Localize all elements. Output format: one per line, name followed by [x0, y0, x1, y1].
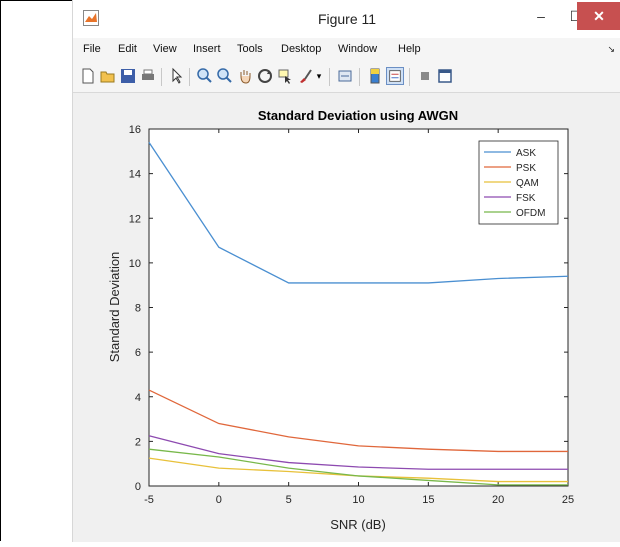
toolbar-separator [409, 68, 410, 86]
series-line-fsk[interactable] [148, 435, 568, 470]
y-tick-label: 4 [135, 392, 141, 404]
legend-label-psk: PSK [516, 163, 536, 174]
save-icon[interactable] [119, 67, 137, 85]
x-tick-label: 15 [422, 494, 434, 506]
menu-edit[interactable]: Edit [118, 43, 137, 55]
hide-plot-tools-icon[interactable] [416, 67, 434, 85]
menubar-overflow-icon[interactable]: ↘ [607, 44, 615, 54]
legend-label-ofdm: OFDM [516, 208, 545, 219]
series-lines [148, 142, 569, 486]
menu-desktop[interactable]: Desktop [281, 43, 322, 55]
brush-icon[interactable] [296, 67, 314, 85]
window-title: Figure 11 [317, 11, 377, 27]
link-icon[interactable] [336, 67, 354, 85]
line-chart: Standard Deviation using AWGN -5 0 5 10 15 20… [107, 108, 574, 532]
y-tick-label: 8 [135, 303, 141, 315]
zoom-in-icon[interactable] [196, 67, 214, 85]
data-cursor-icon[interactable] [276, 67, 294, 85]
menu-help[interactable]: Help [398, 43, 421, 55]
title-bar[interactable]: Figure 11 – ☐ ✕ [73, 0, 620, 38]
figure-toolbar: ▾ [73, 62, 620, 93]
open-file-icon[interactable] [99, 67, 117, 85]
menu-file[interactable]: File [83, 43, 101, 55]
toolbar-separator [359, 68, 360, 86]
chart-title: Standard Deviation using AWGN [258, 108, 458, 123]
x-tick-label: 25 [562, 494, 574, 506]
toolbar-separator [161, 68, 162, 86]
menu-view[interactable]: View [153, 43, 177, 55]
x-axis-label: SNR (dB) [330, 517, 386, 532]
series-line-ask[interactable] [148, 142, 569, 284]
y-tick-label: 10 [129, 258, 141, 270]
colorbar-icon[interactable] [366, 67, 384, 85]
close-button[interactable]: ✕ [577, 2, 620, 30]
toolbar-separator [329, 68, 330, 86]
brush-dropdown-icon[interactable]: ▾ [316, 70, 322, 81]
legend-label-qam: QAM [516, 178, 539, 189]
y-tick-label: 0 [135, 481, 141, 493]
x-tick-label: 10 [352, 494, 364, 506]
pointer-icon[interactable] [168, 67, 186, 85]
y-tick-label: 16 [129, 124, 141, 136]
series-line-ofdm[interactable] [148, 448, 568, 486]
legend-label-ask: ASK [516, 148, 536, 159]
zoom-out-icon[interactable] [216, 67, 234, 85]
figure-window: Figure 11 – ☐ ✕ File Edit View Insert To… [72, 0, 620, 542]
rotate-icon[interactable] [256, 67, 274, 85]
x-tick-label: 0 [216, 494, 222, 506]
print-icon[interactable] [139, 67, 157, 85]
y-axis-label: Standard Deviation [107, 252, 122, 363]
menu-insert[interactable]: Insert [193, 43, 221, 55]
series-line-psk[interactable] [148, 389, 568, 453]
legend-icon[interactable] [386, 67, 404, 85]
x-tick-label: 5 [286, 494, 292, 506]
y-tick-label: 2 [135, 436, 141, 448]
toolbar-separator [189, 68, 190, 86]
menu-bar: File Edit View Insert Tools Desktop Wind… [73, 38, 620, 63]
y-tick-label: 6 [135, 347, 141, 359]
legend[interactable]: ASK PSK QAM FSK OFDM [478, 140, 559, 225]
figure-canvas[interactable]: Standard Deviation using AWGN -5 0 5 10 15 20… [73, 93, 620, 542]
new-figure-icon[interactable] [79, 67, 97, 85]
show-plot-tools-icon[interactable] [436, 67, 454, 85]
legend-label-fsk: FSK [516, 193, 536, 204]
menu-window[interactable]: Window [338, 43, 378, 55]
x-tick-label: 20 [492, 494, 504, 506]
pan-icon[interactable] [236, 67, 254, 85]
y-tick-label: 14 [129, 169, 141, 181]
y-tick-label: 12 [129, 213, 141, 225]
menu-tools[interactable]: Tools [237, 43, 263, 55]
x-tick-label: -5 [144, 494, 154, 506]
matlab-app-icon [83, 10, 99, 26]
minimize-button[interactable]: – [537, 8, 545, 24]
